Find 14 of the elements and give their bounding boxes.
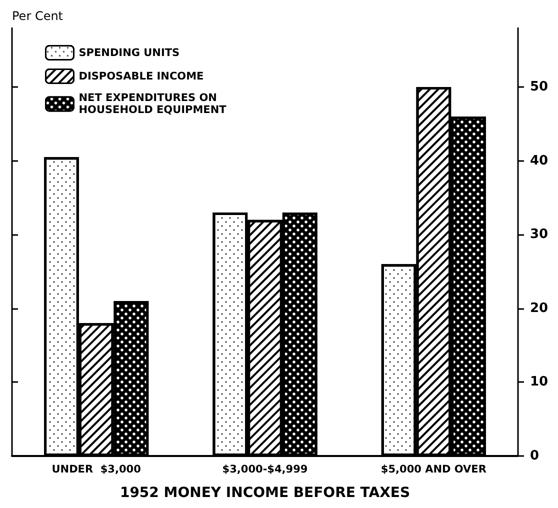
legend-label: NET EXPENDITURES ON HOUSEHOLD EQUIPMENT (78, 92, 228, 116)
y-tick-label: 50 (530, 80, 548, 95)
y-tick-label: 10 (530, 374, 548, 390)
y-tick-label: 40 (530, 153, 548, 168)
legend-label: SPENDING UNITS (78, 46, 180, 59)
legend-label: DISPOSABLE INCOME (78, 70, 204, 82)
y-tick-label: 30 (530, 227, 548, 242)
y-axis-title: Per Cent (12, 9, 64, 23)
y-tick-label: 0 (530, 448, 540, 464)
x-tick-label: $5,000 AND OVER (380, 464, 486, 476)
x-axis-title: 1952 MONEY INCOME BEFORE TAXES (120, 485, 410, 501)
x-tick-label: UNDER $3,000 (52, 464, 141, 476)
y-tick-label: 20 (530, 300, 548, 316)
x-tick-label: $3,000-$4,999 (222, 464, 308, 476)
